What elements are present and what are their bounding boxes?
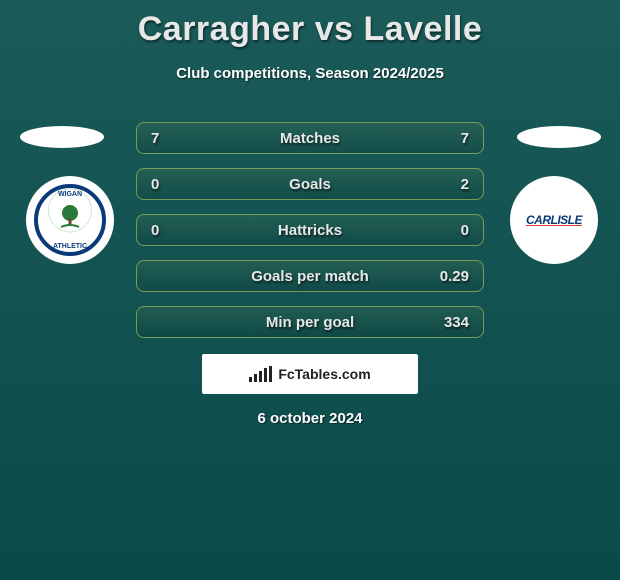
- left-club-logo: WIGAN ATHLETIC: [26, 176, 114, 264]
- stat-left-value: 7: [151, 130, 187, 147]
- stat-right-value: 0.29: [433, 268, 469, 285]
- right-club-logo: CARLISLE: [510, 176, 598, 264]
- brand-label: FcTables.com: [278, 366, 370, 382]
- bar-chart-icon: [249, 366, 272, 382]
- wigan-ring-top: WIGAN: [38, 191, 102, 198]
- stat-row: Min per goal 334: [136, 306, 484, 338]
- brand-badge: FcTables.com: [202, 354, 418, 394]
- right-flag-oval: [517, 126, 601, 148]
- tree-icon: [57, 204, 83, 230]
- stat-row: Goals per match 0.29: [136, 260, 484, 292]
- wigan-ring-bottom: ATHLETIC: [38, 243, 102, 250]
- stat-label: Goals: [187, 176, 433, 193]
- stat-row: 0 Goals 2: [136, 168, 484, 200]
- carlisle-wordmark: CARLISLE: [526, 213, 582, 227]
- stat-row: 7 Matches 7: [136, 122, 484, 154]
- stat-label: Goals per match: [187, 268, 433, 285]
- stat-right-value: 334: [433, 314, 469, 331]
- stat-label: Hattricks: [187, 222, 433, 239]
- stat-label: Min per goal: [187, 314, 433, 331]
- stat-left-value: 0: [151, 176, 187, 193]
- page-title: Carragher vs Lavelle: [0, 0, 620, 49]
- stats-rows: 7 Matches 7 0 Goals 2 0 Hattricks 0 Goal…: [136, 122, 484, 338]
- stat-row: 0 Hattricks 0: [136, 214, 484, 246]
- wigan-crest: WIGAN ATHLETIC: [34, 184, 106, 256]
- stat-label: Matches: [187, 130, 433, 147]
- left-flag-oval: [20, 126, 104, 148]
- stat-right-value: 0: [433, 222, 469, 239]
- date-text: 6 october 2024: [0, 410, 620, 427]
- subtitle: Club competitions, Season 2024/2025: [0, 65, 620, 82]
- stat-left-value: 0: [151, 222, 187, 239]
- comparison-card: Carragher vs Lavelle Club competitions, …: [0, 0, 620, 580]
- stat-right-value: 7: [433, 130, 469, 147]
- stat-right-value: 2: [433, 176, 469, 193]
